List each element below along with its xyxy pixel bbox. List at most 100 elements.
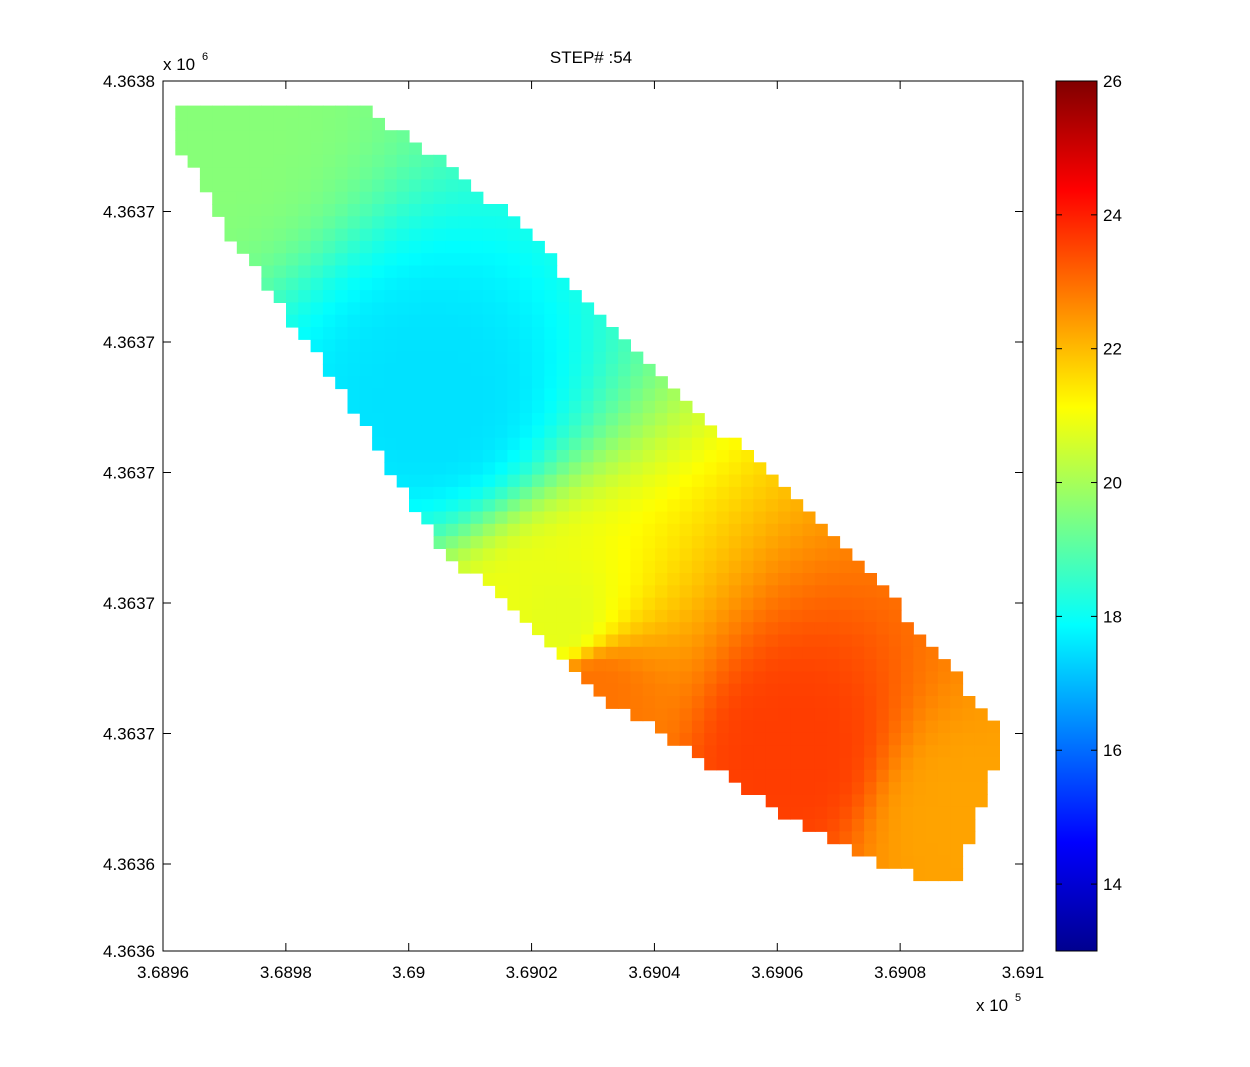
heatmap-cell (359, 290, 373, 303)
heatmap-cell (445, 486, 459, 500)
heatmap-cell (618, 659, 631, 672)
heatmap-cell (433, 327, 447, 340)
heatmap-cell (691, 425, 705, 439)
heatmap-cell (409, 154, 422, 168)
heatmap-cell (433, 228, 447, 242)
heatmap-cell (716, 548, 730, 562)
heatmap-cell (814, 646, 828, 660)
heatmap-cell (409, 413, 422, 426)
heatmap-cell (310, 277, 324, 291)
heatmap-cell (335, 363, 349, 377)
heatmap-cell (790, 523, 804, 537)
heatmap-cell (507, 413, 521, 426)
heatmap-cell (298, 314, 312, 328)
heatmap-cell (864, 634, 877, 648)
heatmap-cell (642, 376, 656, 390)
x-tick-label: 3.691 (1002, 963, 1045, 982)
heatmap-field (175, 105, 1000, 882)
heatmap-cell (384, 339, 398, 353)
heatmap-cell (667, 474, 681, 488)
heatmap-cell (421, 499, 435, 513)
heatmap-cell (950, 720, 964, 734)
heatmap-cell (532, 474, 545, 488)
heatmap-cell (765, 646, 779, 660)
heatmap-cell (470, 376, 484, 390)
heatmap-cell (851, 683, 865, 697)
heatmap-cell (667, 573, 681, 586)
heatmap-cell (642, 511, 656, 525)
heatmap-cell (937, 683, 951, 697)
heatmap-cell (212, 117, 226, 131)
heatmap-cell (495, 560, 508, 574)
heatmap-cell (704, 511, 718, 525)
heatmap-cell (753, 708, 767, 722)
heatmap-cell (864, 732, 877, 746)
heatmap-cell (679, 696, 693, 709)
heatmap-cell (384, 363, 398, 377)
heatmap-cell (753, 782, 767, 795)
heatmap-cell (913, 659, 927, 672)
heatmap-cell (482, 363, 496, 377)
heatmap-cell (605, 536, 619, 549)
heatmap-cell (937, 843, 951, 857)
heatmap-cell (974, 745, 988, 759)
heatmap-cell (778, 634, 791, 648)
heatmap-cell (593, 339, 607, 353)
heatmap-cell (359, 314, 373, 328)
heatmap-cell (728, 585, 742, 599)
heatmap-cell (667, 437, 681, 451)
heatmap-cell (839, 671, 853, 685)
heatmap-cell (409, 191, 422, 205)
heatmap-cell (642, 622, 656, 636)
heatmap-cell (372, 240, 385, 254)
heatmap-cell (851, 585, 865, 599)
heatmap-cell (655, 609, 668, 623)
heatmap-cell (532, 462, 545, 476)
heatmap-cell (347, 376, 361, 390)
heatmap-cell (286, 142, 299, 156)
heatmap-cell (556, 511, 570, 525)
heatmap-cell (298, 191, 312, 205)
heatmap-cell (532, 597, 545, 611)
heatmap-cell (716, 597, 730, 611)
heatmap-cell (655, 671, 668, 685)
heatmap-cell (667, 720, 681, 734)
heatmap-cell (286, 314, 299, 328)
heatmap-cell (322, 154, 336, 168)
heatmap-cell (495, 363, 508, 377)
heatmap-cell (347, 290, 361, 303)
heatmap-cell (814, 659, 828, 672)
heatmap-cell (642, 708, 656, 722)
heatmap-cell (286, 228, 299, 242)
heatmap-cell (470, 302, 484, 316)
heatmap-cell (384, 191, 398, 205)
heatmap-cell (458, 314, 472, 328)
heatmap-cell (950, 819, 964, 832)
heatmap-cell (347, 351, 361, 365)
heatmap-cell (568, 302, 582, 316)
heatmap-cell (335, 216, 349, 230)
heatmap-cell (876, 745, 890, 759)
heatmap-cell (298, 179, 312, 193)
heatmap-cell (433, 302, 447, 316)
heatmap-cell (913, 671, 927, 685)
x-exponent-label: x 10 5 (976, 992, 1021, 1015)
heatmap-cell (458, 351, 472, 365)
heatmap-cell (667, 622, 681, 636)
heatmap-cell (409, 265, 422, 279)
heatmap-cell (347, 302, 361, 316)
heatmap-cell (556, 413, 570, 426)
heatmap-cell (642, 499, 656, 513)
heatmap-cell (384, 400, 398, 414)
heatmap-cell (716, 499, 730, 513)
heatmap-cell (335, 105, 349, 119)
heatmap-cell (704, 720, 718, 734)
heatmap-cell (581, 351, 595, 365)
heatmap-cell (568, 560, 582, 574)
heatmap-cell (642, 671, 656, 685)
heatmap-cell (765, 585, 779, 599)
heatmap-cell (618, 597, 631, 611)
heatmap-cell (519, 376, 533, 390)
heatmap-cell (236, 154, 250, 168)
heatmap-cell (532, 314, 545, 328)
